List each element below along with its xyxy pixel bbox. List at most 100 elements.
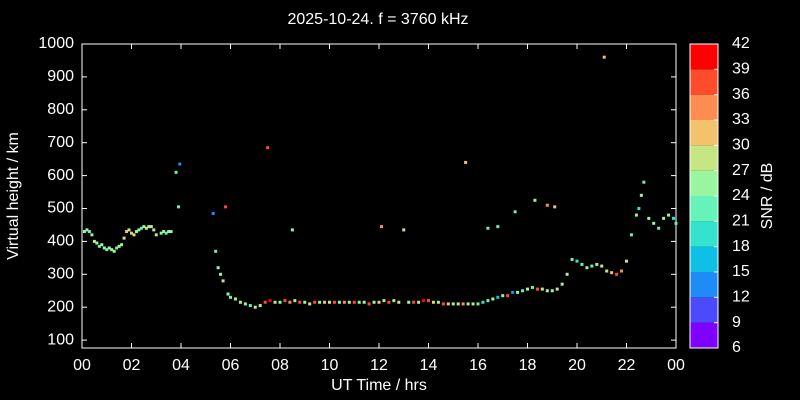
data-point [501,294,505,298]
colorbar-segment [690,297,718,323]
data-point [147,225,151,229]
data-point [642,180,646,184]
y-tick-label: 200 [47,298,74,315]
x-tick-label: 00 [667,357,685,374]
colorbar-segment [690,221,718,247]
data-point [387,300,391,304]
data-point [674,221,678,225]
data-point [238,300,242,304]
x-tick-label: 12 [370,357,388,374]
data-point [347,300,351,304]
data-point [662,216,666,220]
data-point [117,244,121,248]
colorbar-tick-label: 21 [732,213,750,230]
data-point [125,230,129,234]
data-point [82,230,86,234]
data-point [600,264,604,268]
data-point [263,300,267,304]
colorbar-segment [690,94,718,120]
x-tick-label: 10 [321,357,339,374]
colorbar-segment [690,196,718,222]
colorbar-tick-label: 12 [732,289,750,306]
data-point [417,300,421,304]
data-point [402,228,406,232]
data-point [412,300,416,304]
data-point [233,297,237,301]
data-point [637,207,641,211]
y-tick-label: 800 [47,101,74,118]
x-axis-label: UT Time / hrs [331,377,427,394]
data-point [328,300,331,304]
colorbar-segment [690,69,718,95]
data-point [253,305,257,309]
x-tick-label: 08 [271,357,289,374]
data-point [337,300,341,304]
data-point [422,299,426,303]
data-point [313,300,317,304]
data-point [268,299,272,303]
data-point [602,55,606,59]
data-point [100,243,104,247]
data-point [580,262,584,266]
data-point [647,216,651,220]
x-tick-label: 00 [73,357,91,374]
colorbar-segment [690,246,718,272]
data-point [461,302,465,306]
data-point [639,193,643,197]
plot-frame [81,43,677,349]
data-point [219,272,223,276]
data-point [513,210,517,214]
data-point [615,272,619,276]
data-point [273,300,277,304]
data-point [332,300,336,304]
x-tick-label: 04 [172,357,190,374]
chart-title: 2025-10-24. f = 3760 kHz [287,11,468,28]
data-point [127,228,131,232]
data-point [342,300,346,304]
data-point [560,282,564,286]
data-point [92,239,96,243]
x-tick-label: 16 [469,357,487,374]
data-point [177,205,181,209]
data-point [516,290,520,294]
data-point [318,300,322,304]
data-point [521,289,525,293]
data-point [476,302,480,306]
data-point [243,302,247,306]
data-point [533,198,537,202]
data-point [535,287,539,291]
data-point [456,302,460,306]
data-point [303,300,307,304]
data-point [407,300,411,304]
data-point [446,302,450,306]
data-point [526,287,529,291]
data-point [427,299,430,303]
data-point [107,246,111,250]
colorbar-segment [690,322,718,348]
data-point [590,264,594,268]
data-point [112,249,116,253]
data-point [540,287,544,291]
data-point [137,228,141,232]
colorbar-tick-label: 39 [732,61,750,78]
data-point [441,302,445,306]
x-tick-label: 22 [618,357,636,374]
data-point [154,233,158,237]
data-point [248,304,252,308]
colorbar-tick-label: 33 [732,111,750,128]
data-point [167,230,171,234]
colorbar-segment [690,170,718,196]
colorbar-segment [690,120,718,146]
data-point [511,290,515,294]
data-point [159,231,163,235]
data-point [357,300,361,304]
data-point [130,231,133,235]
data-point [174,170,178,174]
data-point [266,146,270,150]
data-point [224,205,228,209]
x-tick-label: 18 [519,357,537,374]
data-point [379,225,383,229]
data-point [132,233,136,237]
data-point [620,269,624,273]
data-point [115,246,119,250]
